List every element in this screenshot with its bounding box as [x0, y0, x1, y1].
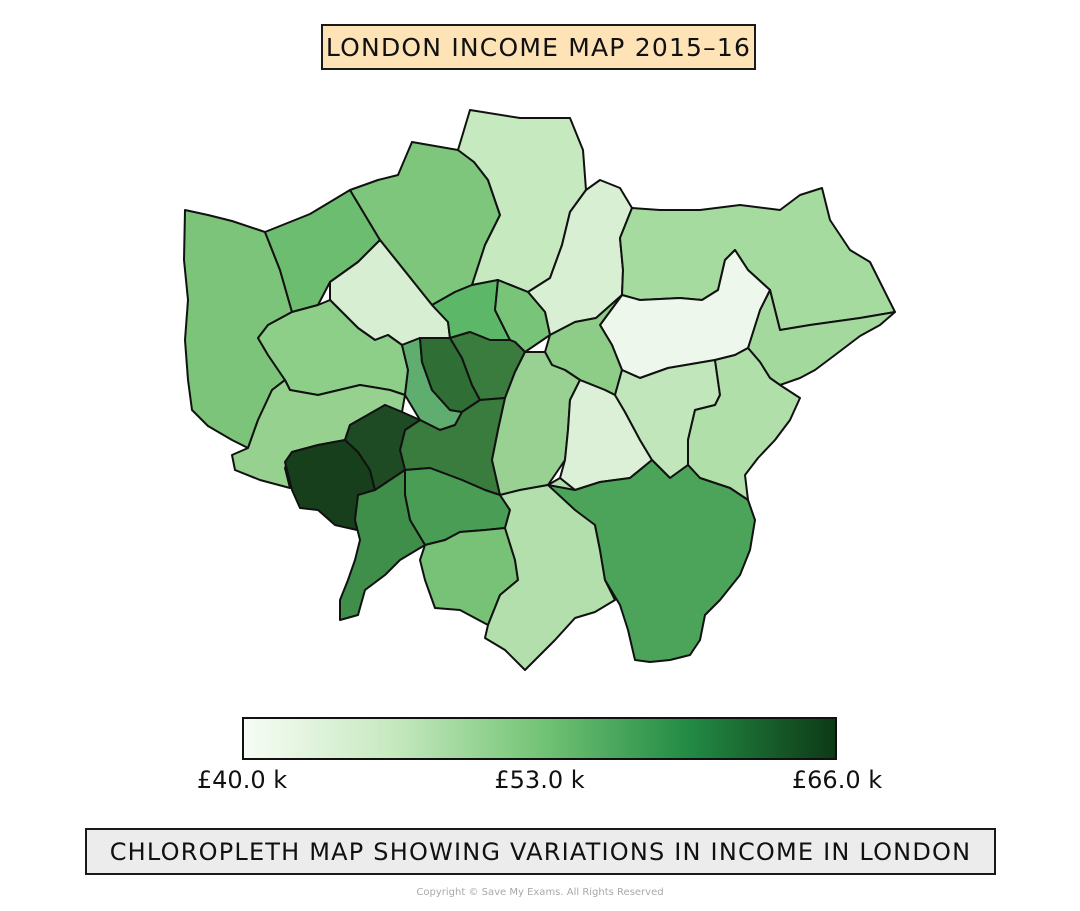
legend-tick-label: £53.0 k [494, 766, 585, 794]
region-south-central-light[interactable] [484, 477, 616, 671]
legend-tick-label: £66.0 k [791, 766, 883, 794]
map-title: LONDON INCOME MAP 2015–16 [321, 24, 756, 70]
copyright-notice: Copyright © Save My Exams. All Rights Re… [416, 887, 664, 898]
region-south-west-inner-dark[interactable] [344, 404, 421, 491]
legend-color-bar [242, 717, 837, 760]
region-east-south[interactable] [687, 347, 801, 501]
map-caption: CHLOROPLETH MAP SHOWING VARIATIONS IN IN… [85, 828, 996, 875]
legend-tick-label: £40.0 k [196, 766, 288, 794]
region-south-east[interactable] [547, 459, 756, 663]
region-south-west[interactable] [339, 469, 426, 621]
region-inner-east[interactable] [491, 351, 581, 496]
